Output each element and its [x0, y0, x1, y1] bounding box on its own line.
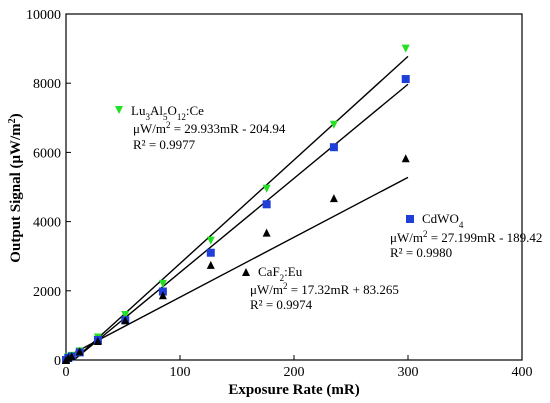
y-tick-label: 2000 [33, 285, 61, 300]
legend-label-0: Lu3Al5O12:Ce [131, 103, 204, 122]
x-tick-label: 200 [284, 365, 305, 380]
data-point-2 [401, 154, 410, 163]
x-tick-label: 400 [512, 365, 533, 380]
plot-area: 0 100 200 300 4000200040006000800010000Lu3Al… [26, 8, 542, 380]
y-tick-label: 10000 [26, 8, 61, 23]
fit-line-2 [65, 176, 409, 358]
y-tick-label: 0 [54, 354, 61, 369]
r-squared-1: R² = 0.9980 [390, 245, 452, 260]
data-point-0 [158, 279, 167, 288]
data-point-2 [75, 347, 84, 356]
x-tick-label: 0 [63, 365, 70, 380]
data-point-2 [93, 336, 102, 345]
fit-line-1 [73, 83, 409, 361]
data-point-0 [401, 44, 410, 53]
r-squared-0: R² = 0.9977 [133, 137, 196, 152]
legend-marker-1 [406, 215, 414, 223]
fit-equation-2: μW/m2 = 17.32mR + 83.265 [250, 281, 399, 297]
y-tick-label: 4000 [33, 216, 61, 231]
data-point-2 [121, 316, 130, 325]
data-point-2 [67, 352, 76, 361]
x-tick-label: 300 [398, 365, 419, 380]
data-point-2 [329, 194, 338, 203]
legend-label-2: CaF2:Eu [258, 264, 303, 283]
y-tick-label: 8000 [33, 77, 61, 92]
data-point-0 [206, 236, 215, 245]
data-point-0 [121, 311, 130, 320]
data-point-2 [262, 228, 271, 237]
data-point-1 [401, 75, 410, 84]
data-point-1 [329, 143, 338, 152]
data-point-1 [262, 200, 271, 209]
data-point-2 [206, 260, 215, 269]
legend-marker-2 [242, 268, 250, 276]
fit-equation-0: μW/m2 = 29.933mR - 204.94 [133, 120, 286, 136]
data-point-0 [262, 184, 271, 193]
data-point-0 [329, 120, 338, 129]
y-tick-label: 6000 [33, 146, 61, 161]
fit-line-0 [73, 55, 409, 361]
x-tick-label: 100 [170, 365, 191, 380]
r-squared-2: R² = 0.9974 [250, 297, 313, 312]
y-axis-label: Output Signal (μW/m2) [7, 113, 25, 262]
legend-marker-0 [115, 106, 123, 114]
data-point-1 [206, 248, 215, 257]
fit-equation-1: μW/m2 = 27.199mR - 189.42 [390, 229, 542, 245]
x-axis-label: Exposure Rate (mR) [228, 382, 359, 398]
legend-label-1: CdWO4 [422, 211, 464, 230]
data-point-2 [158, 291, 167, 300]
